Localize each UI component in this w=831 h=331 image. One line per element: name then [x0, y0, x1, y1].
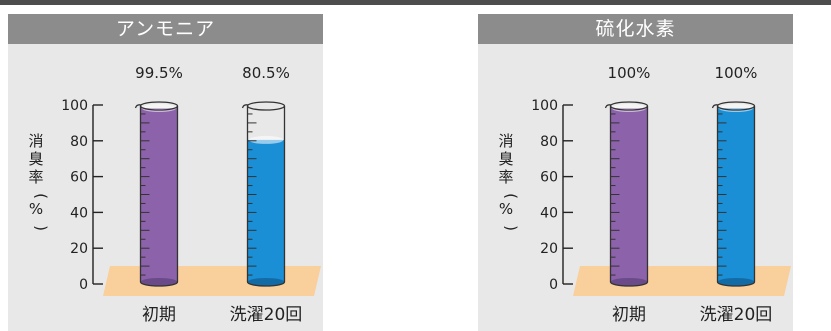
category-label: 初期	[612, 305, 646, 325]
tube-top-rim	[716, 101, 756, 111]
bar-surface	[248, 135, 284, 144]
y-tick-label: 0	[79, 277, 88, 293]
tube-top-rim	[139, 101, 179, 111]
y-tick-label: 80	[70, 134, 88, 150]
y-axis-label-char: )	[502, 225, 520, 231]
hydrogen-sulfide-chart: 0 20 40 60 80 100 消臭率 (%) 100% 初期 100% 洗濯20回	[498, 64, 791, 325]
top-bar	[0, 0, 831, 5]
floor-platform	[103, 266, 321, 296]
tube-bottom-rim	[609, 281, 649, 287]
bar-surface	[141, 104, 177, 112]
y-axis-label-char: 率	[498, 168, 513, 186]
y-axis-label-char: )	[32, 225, 50, 231]
bar-bottom	[717, 278, 755, 286]
value-label: 80.5%	[242, 64, 290, 82]
value-label: 99.5%	[135, 64, 183, 82]
category-label: 洗濯20回	[700, 305, 773, 325]
tube-bottom-rim	[246, 281, 286, 287]
tube-spout	[241, 104, 249, 109]
category-label: 洗濯20回	[230, 305, 303, 325]
bar-surface	[718, 104, 754, 112]
chart-title: 硫化水素	[478, 14, 793, 44]
bar-surface	[611, 104, 647, 112]
y-tick-label: 40	[70, 205, 88, 221]
tube-spout	[134, 104, 142, 109]
ammonia-chart-panel: アンモニア 0 20 40 60 80 100 消臭率 (%) 99.5% 初期 80.5% 洗濯20…	[8, 14, 323, 331]
y-tick-label: 40	[540, 205, 558, 221]
y-tick-label: 100	[61, 98, 88, 114]
y-axis-label-char: 率	[28, 168, 43, 186]
y-tick-label: 0	[549, 277, 558, 293]
tube-top-rim	[246, 101, 286, 111]
tube-bottom-rim	[139, 281, 179, 287]
y-axis-label-char: 臭	[28, 150, 43, 168]
y-tick-label: 80	[540, 134, 558, 150]
bar-bottom	[247, 278, 285, 286]
chart-title: アンモニア	[8, 14, 323, 44]
bar-liquid	[247, 139, 285, 282]
tube-top-rim	[609, 101, 649, 111]
tube-spout	[604, 104, 612, 109]
ammonia-chart: 0 20 40 60 80 100 消臭率 (%) 99.5% 初期 80.5% 洗濯20回	[28, 64, 321, 325]
y-axis-label-char: 消	[498, 132, 513, 150]
y-tick-label: 60	[540, 170, 558, 186]
y-tick-label: 20	[70, 241, 88, 257]
y-tick-label: 100	[531, 98, 558, 114]
tube-bottom-rim	[716, 281, 756, 287]
y-axis-label-char: %	[29, 200, 43, 218]
bar-bottom	[140, 278, 178, 286]
floor-platform	[573, 266, 791, 296]
category-label: 初期	[142, 305, 176, 325]
y-axis-label-char: (	[32, 193, 50, 199]
y-tick-label: 20	[540, 241, 558, 257]
y-tick-label: 60	[70, 170, 88, 186]
y-axis-label-char: 消	[28, 132, 43, 150]
value-label: 100%	[608, 64, 651, 82]
y-axis-label-char: %	[499, 200, 513, 218]
value-label: 100%	[715, 64, 758, 82]
hydrogen-sulfide-chart-panel: 硫化水素 0 20 40 60 80 100 消臭率 (%) 100% 初期 100% 洗濯20回	[478, 14, 793, 331]
tube-spout	[711, 104, 719, 109]
y-axis-label-char: (	[502, 193, 520, 199]
y-axis-label-char: 臭	[498, 150, 513, 168]
bar-bottom	[610, 278, 648, 286]
